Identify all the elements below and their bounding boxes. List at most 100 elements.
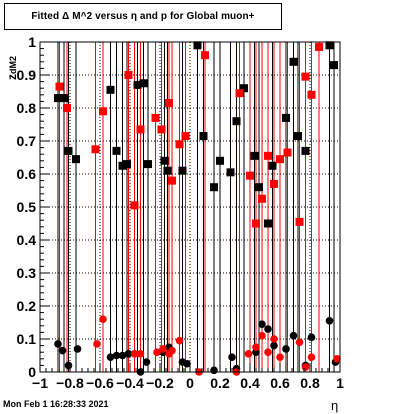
data-point-red-circle xyxy=(153,348,161,357)
data-point-red-square xyxy=(315,42,323,51)
data-point-black-circle xyxy=(106,353,115,361)
data-point-black-square xyxy=(240,84,248,93)
y-tick-label: 0.7 xyxy=(17,133,37,149)
data-point-red-square xyxy=(168,176,176,185)
data-point-red-circle xyxy=(258,331,266,340)
x-axis-label: η xyxy=(331,398,339,413)
y-tick-label: 0.4 xyxy=(17,232,37,248)
data-point-black-circle xyxy=(54,340,62,348)
data-point-black-square xyxy=(210,183,218,192)
data-point-black-square xyxy=(282,113,290,122)
y-tick-label: 0.3 xyxy=(17,265,37,281)
data-point-black-circle xyxy=(73,345,82,353)
data-point-red-square xyxy=(175,140,184,149)
data-point-black-square xyxy=(226,168,235,177)
data-point-red-square xyxy=(252,219,260,228)
data-point-red-square xyxy=(151,113,160,122)
data-point-black-square xyxy=(60,94,68,103)
data-point-red-circle xyxy=(136,350,145,358)
data-point-red-square xyxy=(246,171,254,180)
data-point-black-square xyxy=(139,79,148,88)
data-point-black-square xyxy=(54,94,62,103)
data-point-black-square xyxy=(294,132,302,141)
data-point-black-circle xyxy=(325,317,334,325)
data-point-red-circle xyxy=(270,335,278,343)
data-point-red-square xyxy=(270,179,278,188)
data-point-red-square xyxy=(201,51,209,60)
data-point-black-square xyxy=(160,156,169,165)
data-point-black-circle xyxy=(183,359,191,368)
data-point-red-square xyxy=(130,201,139,210)
data-point-black-square xyxy=(325,41,334,50)
data-point-red-circle xyxy=(252,343,260,352)
data-point-black-square xyxy=(144,160,152,169)
data-point-black-square xyxy=(301,146,310,155)
data-point-red-circle xyxy=(333,355,341,363)
data-point-red-circle xyxy=(307,353,316,361)
x-tick-label: −0.4 xyxy=(116,375,144,391)
tick-labels: 0 0.1 0.2 0.3 0.4 0.5 0.6 0.7 0.8 0.9 1 −1 −0.8 −0.6−… xyxy=(17,34,345,391)
data-point-red-circle xyxy=(130,350,139,358)
data-point-black-square xyxy=(232,117,241,126)
data-point-red-square xyxy=(55,82,64,91)
data-point-red-square xyxy=(99,107,107,116)
data-point-black-square xyxy=(289,57,298,66)
timestamp-footer: Mon Feb 1 16:28:33 2021 xyxy=(3,399,109,409)
data-point-red-circle xyxy=(168,346,176,355)
y-tick-label: 0.2 xyxy=(17,298,37,314)
data-point-red-square xyxy=(124,71,133,79)
x-tick-label: −0.8 xyxy=(56,375,84,391)
data-points xyxy=(54,41,341,376)
data-point-red-circle xyxy=(93,340,101,348)
data-point-red-circle xyxy=(276,353,284,361)
y-tick-label: 0.9 xyxy=(17,67,37,83)
data-point-black-circle xyxy=(307,333,316,342)
data-point-black-square xyxy=(64,146,73,155)
x-tick-label: −0.6 xyxy=(86,375,114,391)
data-point-black-square xyxy=(133,80,142,89)
x-tick-label: 0.8 xyxy=(300,375,320,391)
x-tick-label: 1 xyxy=(336,375,344,391)
chart-title: Fitted Δ M^2 versus η and p for Global m… xyxy=(4,3,282,30)
y-tick-label: 0.6 xyxy=(17,166,37,182)
data-point-black-circle xyxy=(270,341,278,350)
y-tick-label: 0.8 xyxy=(17,100,37,116)
x-tick-label: −1 xyxy=(32,375,48,391)
x-tick-label: 0 xyxy=(186,375,194,391)
data-point-red-square xyxy=(258,194,266,203)
data-point-red-square xyxy=(295,217,304,226)
data-point-black-circle xyxy=(58,346,67,355)
data-point-red-circle xyxy=(301,363,310,371)
data-point-red-circle xyxy=(295,338,304,347)
data-point-red-square xyxy=(307,90,316,99)
data-point-black-square xyxy=(163,166,172,175)
data-point-black-circle xyxy=(289,331,298,340)
y-tick-label: 1 xyxy=(28,34,36,50)
vertical-marker-lines xyxy=(57,42,335,372)
data-point-black-square xyxy=(255,183,263,192)
data-point-black-square xyxy=(112,146,121,155)
data-point-black-circle xyxy=(282,345,290,353)
y-tick-label: 0.1 xyxy=(17,331,37,347)
data-point-red-circle xyxy=(99,315,107,324)
data-point-black-circle xyxy=(142,358,151,366)
data-point-black-square xyxy=(178,166,187,175)
data-point-red-square xyxy=(181,132,190,141)
data-point-black-circle xyxy=(264,325,272,333)
y-tick-label: 0.5 xyxy=(17,199,37,215)
data-point-black-square xyxy=(264,219,272,228)
data-point-black-square xyxy=(106,85,115,94)
data-point-black-square xyxy=(72,155,80,164)
x-tick-label: 0.4 xyxy=(240,375,260,391)
data-point-black-square xyxy=(199,132,208,141)
x-tick-label: 0.2 xyxy=(210,375,230,391)
data-point-red-circle xyxy=(175,336,184,345)
data-point-red-square xyxy=(91,145,100,154)
data-point-red-square xyxy=(235,89,244,98)
data-point-black-circle xyxy=(118,351,127,360)
grid-lines xyxy=(40,42,340,372)
data-point-black-square xyxy=(216,156,224,165)
data-point-black-square xyxy=(193,41,202,50)
data-point-red-square xyxy=(136,125,145,134)
